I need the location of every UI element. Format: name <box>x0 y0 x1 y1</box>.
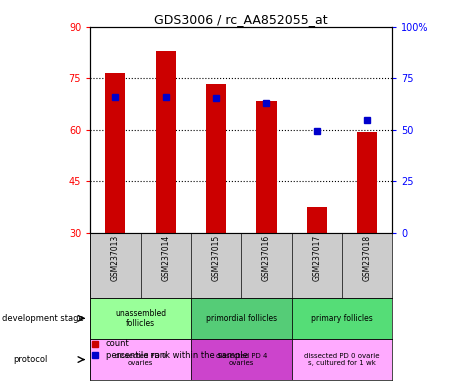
Bar <box>256 101 276 233</box>
Text: dissected PD 0 ovarie
s, cultured for 1 wk: dissected PD 0 ovarie s, cultured for 1 … <box>304 353 380 366</box>
Bar <box>191 298 292 339</box>
Text: GSM237015: GSM237015 <box>212 235 221 281</box>
Text: percentile rank within the sample: percentile rank within the sample <box>106 351 248 360</box>
Title: GDS3006 / rc_AA852055_at: GDS3006 / rc_AA852055_at <box>155 13 328 26</box>
Text: GSM237014: GSM237014 <box>161 235 170 281</box>
Bar <box>105 73 125 233</box>
Text: primordial follicles: primordial follicles <box>206 314 277 323</box>
Text: unassembled
follicles: unassembled follicles <box>115 309 166 328</box>
Bar <box>307 207 327 233</box>
Text: primary follicles: primary follicles <box>311 314 373 323</box>
Text: dissected PD 4
ovaries: dissected PD 4 ovaries <box>216 353 267 366</box>
Bar <box>357 132 377 233</box>
Text: development stage: development stage <box>2 314 84 323</box>
Text: GSM237016: GSM237016 <box>262 235 271 281</box>
Bar <box>191 339 292 380</box>
Text: GSM237017: GSM237017 <box>313 235 321 281</box>
Bar <box>292 298 392 339</box>
Text: GSM237013: GSM237013 <box>111 235 120 281</box>
Text: dissected PD 0
ovaries: dissected PD 0 ovaries <box>115 353 166 366</box>
Text: protocol: protocol <box>14 355 48 364</box>
Bar <box>206 84 226 233</box>
Text: count: count <box>106 339 130 348</box>
Bar <box>90 339 191 380</box>
Bar <box>292 339 392 380</box>
Bar <box>90 298 191 339</box>
Bar <box>156 51 176 233</box>
Text: GSM237018: GSM237018 <box>363 235 372 281</box>
